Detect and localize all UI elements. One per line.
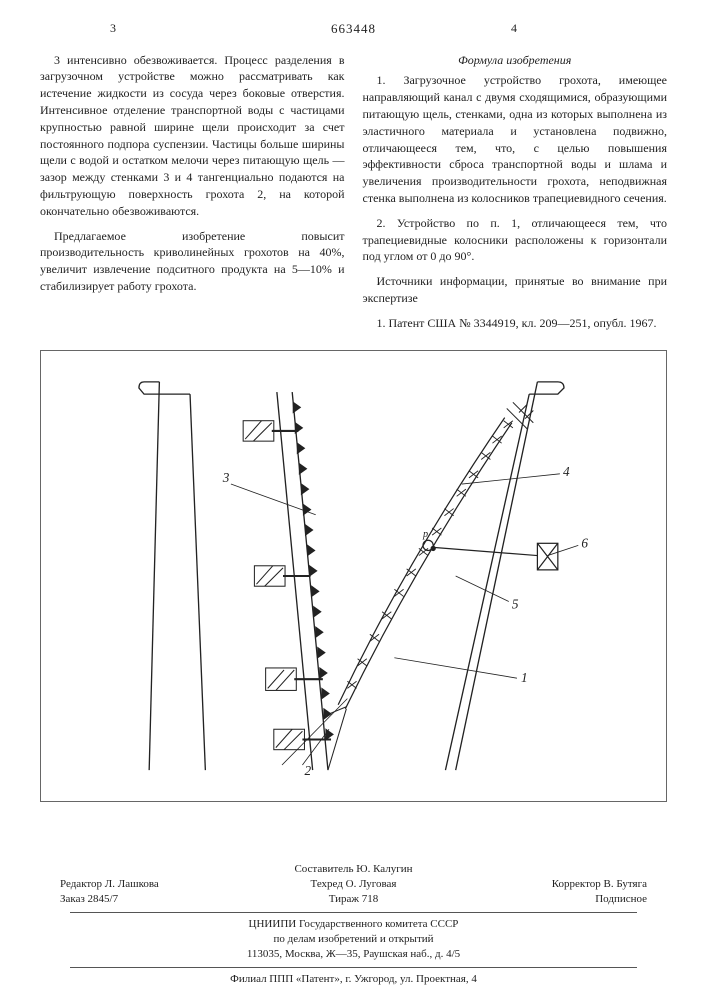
sources-title: Источники информации, принятые во вниман… — [363, 273, 668, 307]
footer-print: Заказ 2845/7 Тираж 718 Подписное — [40, 892, 667, 907]
patent-number: 663448 — [40, 20, 667, 38]
right-column: Формула изобретения 1. Загрузочное устро… — [363, 52, 668, 340]
label-6: 6 — [581, 535, 588, 550]
label-4: 4 — [563, 463, 570, 478]
page-num-left: 3 — [110, 20, 116, 36]
patent-page: 3 4 663448 3 интенсивно обезвоживается. … — [0, 0, 707, 1000]
divider-1 — [70, 912, 637, 913]
editor: Редактор Л. Лашкова — [60, 877, 256, 892]
claim-1: 1. Загрузочное устройство грохота, имеющ… — [363, 72, 668, 206]
label-3: 3 — [222, 470, 230, 485]
source-1: 1. Патент США № 3344919, кл. 209—251, оп… — [363, 315, 668, 332]
leaders — [231, 473, 578, 764]
left-p2: Предлагаемое изобретение повысит произво… — [40, 228, 345, 295]
label-2: 2 — [304, 763, 311, 778]
subscription: Подписное — [451, 892, 647, 907]
label-5: 5 — [512, 596, 519, 611]
header: 3 4 663448 — [40, 20, 667, 38]
svg-text:p: p — [422, 529, 428, 540]
text-columns: 3 интенсивно обезвоживается. Процесс раз… — [40, 52, 667, 340]
movable-wall-4 — [338, 417, 513, 708]
page-num-right: 4 — [511, 20, 517, 36]
brackets — [243, 420, 331, 749]
addr2: Филиал ППП «Патент», г. Ужгород, ул. Про… — [40, 972, 667, 987]
footer: Составитель Ю. Калугин Редактор Л. Лашко… — [40, 862, 667, 988]
tirazh: Тираж 718 — [256, 892, 452, 907]
left-column: 3 интенсивно обезвоживается. Процесс раз… — [40, 52, 345, 340]
org1: ЦНИИПИ Государственного комитета СССР — [40, 917, 667, 932]
figure-labels: 3 4 5 6 1 2 — [222, 463, 589, 777]
compiler: Составитель Ю. Калугин — [40, 862, 667, 877]
technical-figure: p 3 4 5 6 1 2 — [40, 350, 667, 802]
claims-title: Формула изобретения — [363, 52, 668, 69]
figure-svg: p 3 4 5 6 1 2 — [47, 361, 660, 791]
footer-credits: Редактор Л. Лашкова Техред О. Луговая Ко… — [40, 877, 667, 892]
claim-2: 2. Устройство по п. 1, отличающееся тем,… — [363, 215, 668, 265]
order: Заказ 2845/7 — [60, 892, 256, 907]
left-p1: 3 интенсивно обезвоживается. Процесс раз… — [40, 52, 345, 220]
addr1: 113035, Москва, Ж—35, Раушская наб., д. … — [40, 947, 667, 962]
org2: по делам изобретений и открытий — [40, 932, 667, 947]
divider-2 — [70, 967, 637, 968]
corrector: Корректор В. Бутяга — [451, 877, 647, 892]
label-1: 1 — [521, 670, 528, 685]
tech-editor: Техред О. Луговая — [256, 877, 452, 892]
